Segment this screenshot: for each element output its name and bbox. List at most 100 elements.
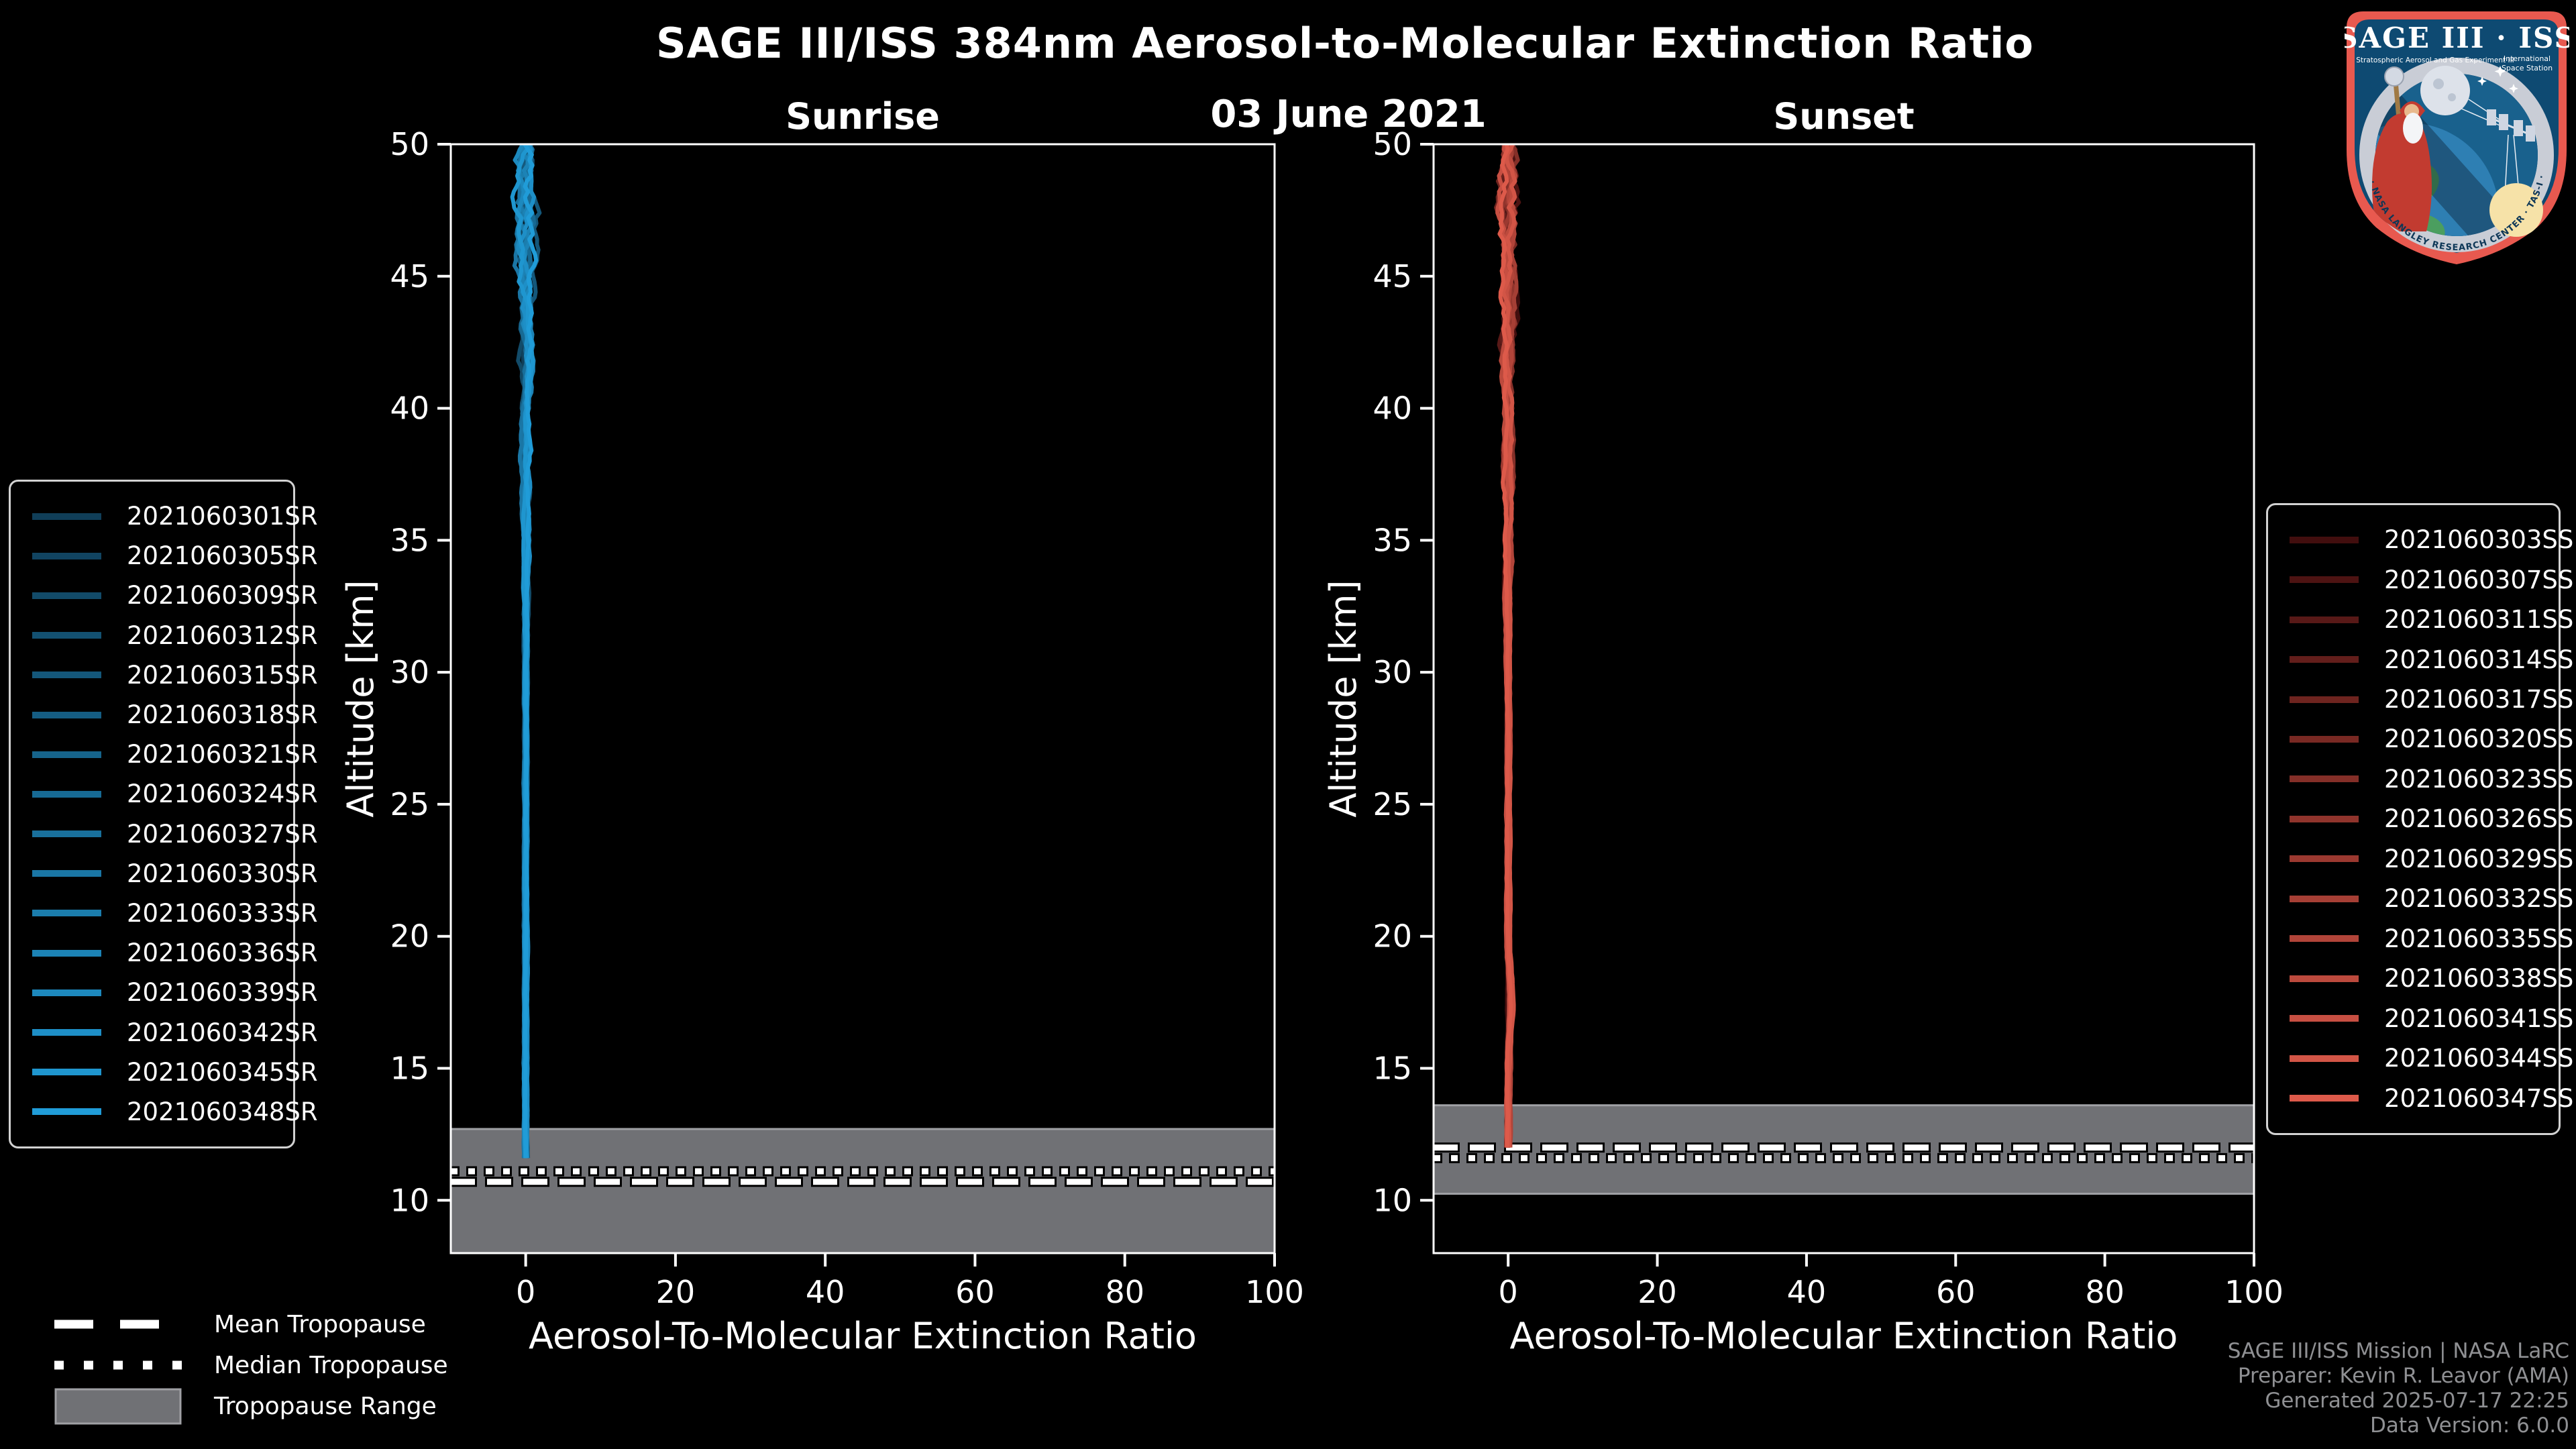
legend-event-label: 2021060344SS — [2384, 1044, 2574, 1073]
legend-entry: 2021060348SR — [11, 1097, 318, 1126]
legend-entry: 2021060344SS — [2268, 1044, 2573, 1073]
tropopause-legend: Mean Tropopause Median Tropopause Tropop… — [54, 1304, 448, 1427]
legend-line-swatch — [2290, 815, 2359, 822]
legend-line-swatch — [2290, 1055, 2359, 1062]
sun-icon — [2489, 183, 2543, 237]
legend-event-label: 2021060329SS — [2384, 844, 2574, 873]
y-tick-label: 45 — [1373, 258, 1412, 294]
legend-event-label: 2021060312SR — [127, 621, 318, 650]
legend-line-swatch — [32, 751, 101, 758]
legend-line-swatch — [2290, 895, 2359, 902]
tropopause-range-label: Tropopause Range — [214, 1393, 437, 1420]
legend-line-swatch — [2290, 656, 2359, 663]
moon-icon — [2420, 66, 2470, 115]
legend-event-label: 2021060314SS — [2384, 645, 2574, 674]
legend-event-label: 2021060321SR — [127, 740, 318, 769]
legend-event-label: 2021060332SS — [2384, 884, 2574, 914]
y-tick-label: 15 — [390, 1051, 429, 1087]
median-tropopause-legend-item: Median Tropopause — [54, 1345, 448, 1386]
patch-subtitle-right-line1: International — [2504, 54, 2551, 63]
mean-tropopause-label: Mean Tropopause — [214, 1311, 426, 1338]
legend-event-label: 2021060320SS — [2384, 724, 2574, 754]
legend-line-swatch — [32, 910, 101, 917]
x-tick-label: 0 — [516, 1274, 535, 1310]
tropopause-range-legend-item: Tropopause Range — [54, 1386, 448, 1427]
legend-line-swatch — [32, 1029, 101, 1036]
x-tick-label: 100 — [2224, 1274, 2284, 1310]
y-tick-label: 50 — [390, 126, 429, 162]
y-tick-label: 25 — [390, 786, 429, 822]
legend-entry: 2021060342SR — [11, 1018, 318, 1047]
footer-credits: SAGE III/ISS Mission | NASA LaRC Prepare… — [2228, 1339, 2569, 1438]
tropopause-range-band — [451, 1129, 1275, 1253]
legend-line-swatch — [32, 790, 101, 798]
y-tick-label: 30 — [1373, 654, 1412, 690]
iss-icon — [2487, 109, 2535, 142]
x-tick-label: 0 — [1499, 1274, 1518, 1310]
legend-event-label: 2021060348SR — [127, 1097, 318, 1126]
sunrise-panel-title: Sunrise — [786, 95, 940, 138]
plot-spines — [1432, 143, 2255, 1254]
legend-event-label: 2021060333SR — [127, 898, 318, 928]
legend-entry: 2021060317SS — [2268, 685, 2573, 714]
dotted-line-icon — [54, 1360, 182, 1370]
x-tick-label: 60 — [1936, 1274, 1976, 1310]
legend-event-label: 2021060311SS — [2384, 605, 2574, 635]
legend-event-label: 2021060301SR — [127, 502, 318, 531]
footer-preparer-line: Preparer: Kevin R. Leavor (AMA) — [2237, 1364, 2569, 1388]
legend-event-label: 2021060303SS — [2384, 525, 2574, 555]
profile-line-2021060347SS — [1497, 144, 1513, 1148]
legend-entry: 2021060320SS — [2268, 724, 2573, 753]
plot-spines — [449, 143, 1276, 1254]
legend-event-label: 2021060317SS — [2384, 685, 2574, 714]
x-tick-label: 80 — [1105, 1274, 1144, 1310]
legend-entry: 2021060312SR — [11, 621, 318, 650]
x-tick-label: 40 — [806, 1274, 845, 1310]
legend-entry: 2021060345SR — [11, 1058, 318, 1087]
legend-event-label: 2021060339SR — [127, 978, 318, 1008]
stars-icon — [2477, 66, 2518, 93]
legend-entry: 2021060311SS — [2268, 605, 2573, 634]
legend-entry: 2021060309SR — [11, 581, 318, 610]
legend-event-label: 2021060345SR — [127, 1057, 318, 1087]
legend-line-swatch — [32, 949, 101, 957]
legend-entry: 2021060305SR — [11, 541, 318, 570]
legend-event-label: 2021060307SS — [2384, 565, 2574, 594]
legend-event-label: 2021060318SR — [127, 700, 318, 730]
legend-entry: 2021060341SS — [2268, 1004, 2573, 1033]
legend-entry: 2021060314SS — [2268, 645, 2573, 674]
y-tick-label: 30 — [390, 654, 429, 690]
legend-line-swatch — [2290, 775, 2359, 783]
moon-crater — [2433, 78, 2444, 89]
legend-entry: 2021060332SS — [2268, 884, 2573, 913]
wizard-figure — [2372, 66, 2432, 232]
y-tick-label: 10 — [1373, 1182, 1412, 1218]
legend-event-label: 2021060342SR — [127, 1018, 318, 1047]
x-tick-label: 80 — [2085, 1274, 2125, 1310]
y-tick-label: 20 — [1373, 918, 1412, 955]
main-title: SAGE III/ISS 384nm Aerosol-to-Molecular … — [655, 19, 2035, 68]
legend-event-label: 2021060341SS — [2384, 1004, 2574, 1033]
sunrise-legend: 2021060301SR 2021060305SR 2021060309SR 2021… — [9, 480, 318, 1148]
legend-line-swatch — [2290, 1095, 2359, 1102]
sight-line — [2468, 99, 2505, 123]
legend-line-swatch — [2290, 975, 2359, 982]
sunrise-panel: 0 20 40 60 80 100 10 15 20 25 30 35 40 45 50 Aerosol-To… — [339, 126, 1304, 1357]
legend-line-swatch — [32, 1108, 101, 1116]
legend-entry: 2021060327SR — [11, 820, 318, 849]
profile-line-2021060348SR — [523, 144, 539, 1159]
y-tick-label: 35 — [1373, 522, 1412, 558]
legend-line-swatch — [2290, 536, 2359, 543]
legend-entry: 2021060318SR — [11, 700, 318, 729]
legend-entry: 2021060333SR — [11, 899, 318, 928]
dashed-line-icon — [54, 1320, 182, 1329]
legend-line-swatch — [32, 1069, 101, 1076]
y-axis-label: Altitude [km] — [339, 580, 382, 817]
legend-event-label: 2021060305SR — [127, 541, 318, 571]
patch-subtitle-right-line2: Space Station — [2502, 64, 2553, 72]
sunset-legend: 2021060303SS 2021060307SS 2021060311SS 2021… — [2266, 503, 2573, 1135]
legend-entry: 2021060321SR — [11, 740, 318, 769]
legend-entry: 2021060336SR — [11, 938, 318, 967]
legend-entry: 2021060307SS — [2268, 566, 2573, 594]
legend-event-label: 2021060327SR — [127, 819, 318, 849]
